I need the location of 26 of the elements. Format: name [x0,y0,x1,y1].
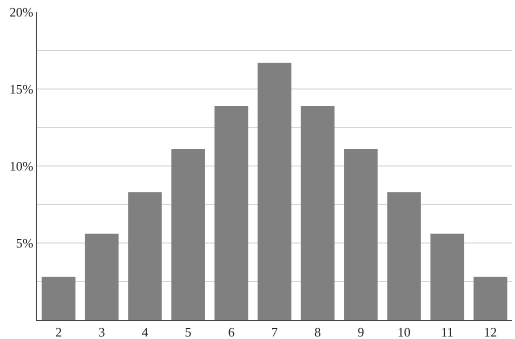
y-tick-label: 5% [16,236,34,251]
bar [344,149,378,320]
x-tick-label: 5 [184,324,192,339]
bar [84,234,119,320]
y-tick-label: 20% [10,4,34,20]
x-tick-label: 7 [271,324,278,339]
bar [387,192,421,320]
x-tick-label: 12 [484,324,497,339]
bar [42,276,76,320]
bar [300,106,335,320]
bar [258,62,292,320]
bar [214,106,248,320]
bar [430,234,464,320]
bar [474,276,508,320]
x-tick-label: 10 [398,324,411,339]
x-tick-label: 11 [440,324,454,339]
x-tick-label: 8 [314,324,321,339]
bar [128,192,162,320]
y-tick-label: 10% [10,158,34,174]
x-tick-label: 3 [98,324,106,339]
x-tick-label: 9 [358,324,364,339]
bar [171,149,205,320]
x-tick-label: 6 [228,324,236,339]
x-tick-label: 2 [55,324,62,339]
x-tick-label: 4 [142,324,149,339]
y-tick-label: 15% [10,82,34,97]
